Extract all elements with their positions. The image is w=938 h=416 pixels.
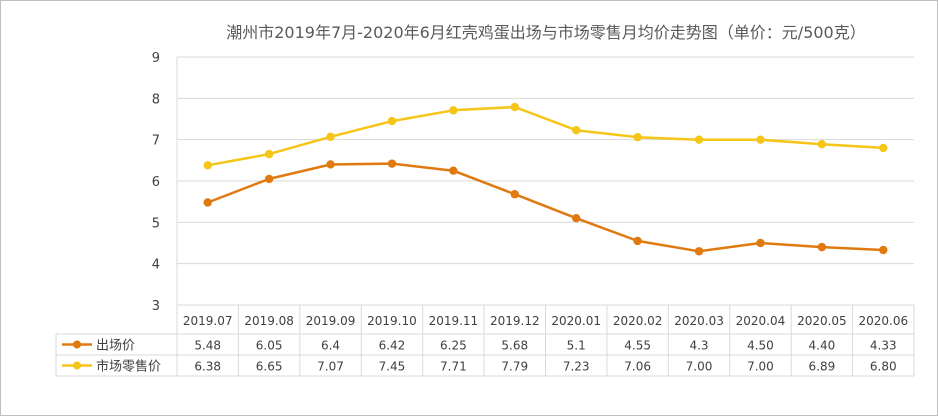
data-label: 7.00 (686, 360, 713, 374)
data-point (572, 214, 581, 223)
data-point (264, 149, 274, 159)
data-point (633, 236, 642, 246)
x-tick-label: 2019.08 (244, 314, 294, 328)
x-tick-label: 2020.02 (613, 314, 663, 328)
data-label: 6.05 (256, 339, 283, 353)
data-point (449, 106, 458, 115)
data-point (510, 102, 519, 112)
data-label: 4.50 (747, 339, 774, 353)
data-label: 4.3 (689, 339, 708, 353)
data-label: 6.80 (870, 360, 897, 374)
data-label: 5.68 (501, 339, 528, 353)
y-axis: 3 4 5 6 7 8 9 (152, 51, 160, 314)
data-label: 4.40 (809, 339, 836, 353)
data-label: 6.4 (321, 339, 340, 353)
data-point (694, 247, 704, 256)
legend-key-marker (73, 361, 81, 370)
data-point (264, 174, 274, 184)
data-label: 7.06 (624, 360, 651, 374)
data-point (756, 135, 765, 144)
data-label: 5.1 (567, 339, 586, 353)
series-layer (203, 102, 888, 256)
x-tick-label: 2019.12 (490, 314, 540, 328)
data-point (326, 132, 335, 141)
data-point (694, 135, 704, 144)
x-tick-label: 2020.01 (551, 314, 601, 328)
x-tick-label: 2020.05 (797, 314, 847, 328)
data-label: 4.33 (870, 339, 897, 353)
data-point (326, 160, 335, 169)
y-tick-label: 3 (152, 299, 160, 314)
data-label: 7.79 (501, 360, 528, 374)
data-point (510, 190, 519, 199)
data-point (633, 132, 642, 142)
x-tick-label: 2020.03 (674, 314, 724, 328)
grid-layer (176, 56, 914, 306)
data-point (879, 245, 888, 255)
data-label: 7.45 (379, 360, 406, 374)
y-tick-label: 8 (152, 92, 160, 107)
data-point (817, 140, 827, 149)
y-tick-label: 4 (152, 258, 160, 273)
data-label: 6.42 (379, 339, 406, 353)
x-tick-label: 2019.10 (367, 314, 417, 328)
data-table: 2019.07 2019.08 2019.09 2019.10 2019.11 2019.… (55, 305, 915, 377)
series-line (207, 105, 884, 167)
data-point (387, 159, 397, 168)
data-point (387, 116, 397, 126)
legend-key-marker (73, 340, 81, 349)
data-point (572, 125, 581, 135)
series-line (207, 162, 884, 253)
data-label: 6.65 (256, 360, 283, 374)
y-tick-label: 7 (152, 134, 160, 149)
data-label: 7.07 (317, 360, 344, 374)
y-tick-label: 9 (152, 51, 160, 66)
data-point (449, 166, 458, 175)
y-tick-label: 5 (152, 216, 160, 231)
legend-entry: 市场零售价 (96, 359, 161, 375)
data-point (817, 242, 827, 252)
y-tick-label: 6 (152, 175, 160, 190)
data-label: 6.25 (440, 339, 467, 353)
data-point (756, 238, 765, 248)
data-point (203, 161, 212, 170)
data-label: 7.71 (440, 360, 467, 374)
data-point (203, 198, 212, 207)
x-tick-label: 2019.11 (429, 314, 479, 328)
data-label: 6.38 (194, 360, 221, 374)
data-label: 5.48 (194, 339, 221, 353)
x-tick-label: 2019.09 (306, 314, 356, 328)
data-label: 7.00 (747, 360, 774, 374)
chart-title: 潮州市2019年7月-2020年6月红壳鸡蛋出场与市场零售月均价走势图（单价：元… (226, 23, 866, 42)
x-tick-label: 2020.06 (858, 314, 908, 328)
x-tick-label: 2020.04 (736, 314, 786, 328)
data-point (879, 143, 888, 153)
data-label: 4.55 (624, 339, 651, 353)
x-tick-label: 2019.07 (183, 314, 233, 328)
legend-entry: 出场价 (96, 339, 135, 354)
data-label: 6.89 (809, 360, 836, 374)
data-label: 7.23 (563, 360, 590, 374)
